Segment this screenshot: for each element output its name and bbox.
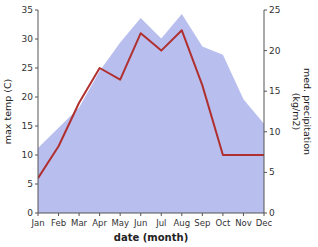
y-tick-label: 10 (22, 150, 34, 160)
x-axis-label: date (month) (114, 232, 188, 243)
y-tick (35, 155, 38, 156)
x-tick (222, 213, 223, 216)
x-tick (38, 213, 39, 216)
x-tick (140, 213, 141, 216)
y-tick (35, 39, 38, 40)
x-tick-label: Jul (155, 218, 166, 228)
y2-tick-label: 20 (269, 46, 281, 56)
y-tick (35, 68, 38, 69)
y2-tick-label: 0 (269, 208, 275, 218)
y2-axis-line (264, 10, 265, 213)
temperature-line (38, 30, 264, 178)
x-axis-line (38, 213, 264, 214)
y-tick-label: 20 (22, 92, 34, 102)
y-tick-label: 30 (22, 34, 34, 44)
plot-area (38, 14, 264, 213)
y-axis-line (38, 10, 39, 213)
y2-axis-label-line: (kg/m2) (291, 93, 302, 130)
y-tick-label: 15 (22, 121, 33, 131)
y2-tick (264, 50, 267, 51)
x-tick-label: Oct (216, 218, 231, 228)
x-tick-label: Jan (30, 218, 44, 228)
x-tick-label: Dec (256, 218, 273, 228)
y-tick (35, 10, 38, 11)
y2-tick-label: 10 (269, 127, 281, 137)
x-tick-label: Aug (174, 218, 191, 228)
x-tick-label: May (111, 218, 129, 228)
x-tick (99, 213, 100, 216)
y-tick-label: 25 (22, 63, 33, 73)
y-axis-label: max temp (C) (2, 79, 13, 145)
y2-axis-label: med. precipitation(kg/m2) (291, 68, 313, 155)
y-tick-label: 0 (27, 208, 33, 218)
x-tick-label: Sep (194, 218, 210, 228)
x-tick-label: Feb (51, 218, 66, 228)
y2-tick (264, 10, 267, 11)
x-tick (58, 213, 59, 216)
y2-tick (264, 131, 267, 132)
y-tick (35, 126, 38, 127)
y2-tick-label: 5 (269, 167, 275, 177)
y-tick-label: 5 (27, 179, 33, 189)
x-tick (181, 213, 182, 216)
y2-tick (264, 172, 267, 173)
x-tick-label: Mar (71, 218, 88, 228)
y2-tick (264, 91, 267, 92)
x-tick (120, 213, 121, 216)
x-tick-label: Apr (92, 218, 107, 228)
x-tick-label: Jun (133, 218, 147, 228)
x-tick-label: Nov (235, 218, 252, 228)
precipitation-area (38, 14, 264, 213)
y2-tick-label: 25 (269, 5, 280, 15)
x-tick (264, 213, 265, 216)
y-tick (35, 97, 38, 98)
y2-tick-label: 15 (269, 86, 280, 96)
x-tick (202, 213, 203, 216)
x-tick (243, 213, 244, 216)
chart-container: 0 5 10 15 20 25 30 35 0 5 10 15 20 25 Jan Feb Mar Apr May J… (0, 0, 318, 247)
x-tick (79, 213, 80, 216)
y2-axis-label-line: med. precipitation (302, 68, 313, 155)
x-tick (161, 213, 162, 216)
chart: 0 5 10 15 20 25 30 35 0 5 10 15 20 25 Jan Feb Mar Apr May J… (0, 0, 318, 247)
y-tick (35, 184, 38, 185)
y-tick-label: 35 (22, 5, 33, 15)
